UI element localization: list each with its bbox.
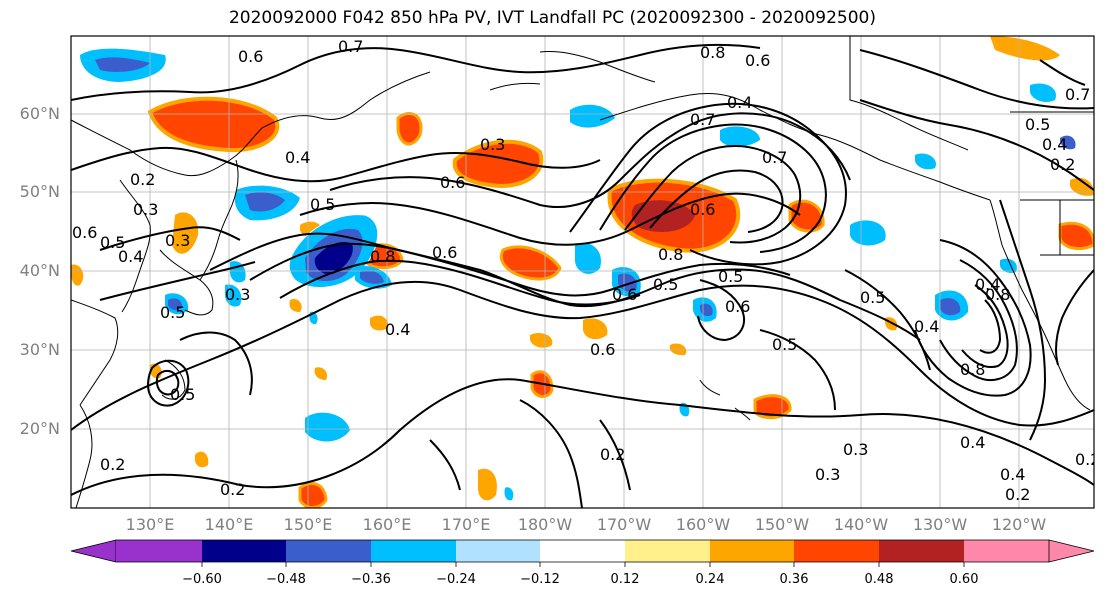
contour-label: 0.5 (160, 303, 185, 322)
contour-label: 0.5 (310, 195, 335, 214)
colorbar (70, 539, 1095, 567)
colorbar-tick-label: 0.48 (864, 572, 894, 587)
lat-label-30n: 30°N (19, 340, 60, 359)
colorbar-tick-label: −0.12 (520, 572, 560, 587)
contour-label: 0.2 (220, 480, 245, 499)
contour-label: 0.5 (860, 288, 885, 307)
pv-shading (71, 36, 1094, 508)
contour-label: 0.2 (130, 170, 155, 189)
colorbar-tick-label: −0.36 (351, 572, 391, 587)
contour-label: 0.8 (658, 245, 683, 264)
colorbar-extend-high (1048, 539, 1095, 563)
contour-label: 0.5 (170, 385, 195, 404)
contour-label: 0.7 (1065, 85, 1090, 104)
coastlines (71, 36, 1094, 508)
colorbar-bin (710, 540, 794, 562)
lon-label: 160°W (675, 515, 731, 534)
colorbar-tick-label: −0.60 (182, 572, 222, 587)
contour-label: 0.2 (1005, 485, 1030, 504)
contour-label: 0.7 (762, 148, 787, 167)
contour-label: 0.4 (385, 320, 410, 339)
contour-label: 0.4 (118, 247, 143, 266)
colorbar-tick-label: 0.24 (695, 572, 725, 587)
ivt-contours (71, 43, 1094, 508)
contour-label: 0.6 (612, 285, 637, 304)
contour-label: 0.2 (100, 455, 125, 474)
colorbar-bin (116, 540, 202, 562)
contour-label: 0.6 (72, 223, 97, 242)
contour-label: 0.3 (133, 200, 158, 219)
contour-label: 0.5 (1025, 115, 1050, 134)
contour-label: 0.5 (653, 275, 678, 294)
contour-labels: 0.7 0.6 0.8 0.6 0.4 0.4 0.7 0.3 0.6 0.5 … (72, 37, 1100, 504)
colorbar-bin (879, 540, 964, 562)
contour-label: 0.5 (718, 267, 743, 286)
colorbar-bin (625, 540, 710, 562)
contour-label: 0.3 (843, 440, 868, 459)
lon-label: 180°W (517, 515, 573, 534)
contour-label: 0.8 (370, 247, 395, 266)
contour-label: 0.3 (815, 465, 840, 484)
lon-label: 150°E (283, 515, 333, 534)
map-title: 2020092000 F042 850 hPa PV, IVT Landfall… (228, 8, 876, 28)
colorbar-tick-label: −0.24 (436, 572, 476, 587)
contour-label: 0.8 (700, 43, 725, 62)
colorbar-bin (371, 540, 456, 562)
contour-label: 0.7 (338, 37, 363, 56)
lon-label: 130°W (912, 515, 968, 534)
lat-label-60n: 60°N (19, 104, 60, 123)
contour-label: 0.8 (960, 360, 985, 379)
contour-label: 0.6 (690, 200, 715, 219)
lon-label: 160°E (362, 515, 412, 534)
lon-label: 150°W (754, 515, 810, 534)
lon-label: 140°W (833, 515, 889, 534)
lon-label: 170°W (596, 515, 652, 534)
lat-label-40n: 40°N (19, 261, 60, 280)
contour-label: 0.4 (727, 93, 752, 112)
contour-label: 0.4 (1042, 135, 1067, 154)
contour-label: 0.2 (1075, 450, 1100, 469)
contour-label: 0.3 (480, 135, 505, 154)
colorbar-bin (964, 540, 1049, 562)
colorbar-extend-low (70, 539, 117, 563)
colorbar-bin (456, 540, 540, 562)
contour-label: 0.4 (914, 317, 939, 336)
colorbar-bin (286, 540, 371, 562)
lon-label: 120°W (991, 515, 1047, 534)
lon-label: 130°E (125, 515, 175, 534)
lon-label: 140°E (204, 515, 254, 534)
colorbar-tick-label: 0.12 (610, 572, 640, 587)
contour-label: 0.6 (745, 51, 770, 70)
contour-label: 0.7 (690, 110, 715, 129)
lat-label-20n: 20°N (19, 419, 60, 438)
contour-label: 0.4 (960, 433, 985, 452)
map-frame (70, 35, 1095, 509)
contour-label: 0.8 (985, 285, 1010, 304)
contour-label: 0.5 (100, 233, 125, 252)
colorbar-bin (794, 540, 879, 562)
contour-label: 0.6 (725, 297, 750, 316)
contour-label: 0.4 (975, 275, 1000, 294)
lon-label: 170°E (441, 515, 491, 534)
contour-label: 0.2 (1050, 155, 1075, 174)
colorbar-bin (202, 540, 286, 562)
contour-label: 0.3 (225, 285, 250, 304)
contour-label: 0.3 (165, 231, 190, 250)
lat-label-50n: 50°N (19, 182, 60, 201)
contour-label: 0.2 (600, 445, 625, 464)
contour-label: 0.5 (772, 335, 797, 354)
contour-label: 0.6 (590, 340, 615, 359)
colorbar-tick-label: 0.60 (949, 572, 979, 587)
contour-label: 0.6 (432, 243, 457, 262)
colorbar-bin (540, 540, 625, 562)
contour-label: 0.6 (440, 173, 465, 192)
colorbar-tick-label: 0.36 (779, 572, 809, 587)
contour-label: 0.6 (238, 47, 263, 66)
colorbar-tick-label: −0.48 (266, 572, 306, 587)
contour-label: 0.4 (1000, 465, 1025, 484)
contour-label: 0.4 (285, 148, 310, 167)
